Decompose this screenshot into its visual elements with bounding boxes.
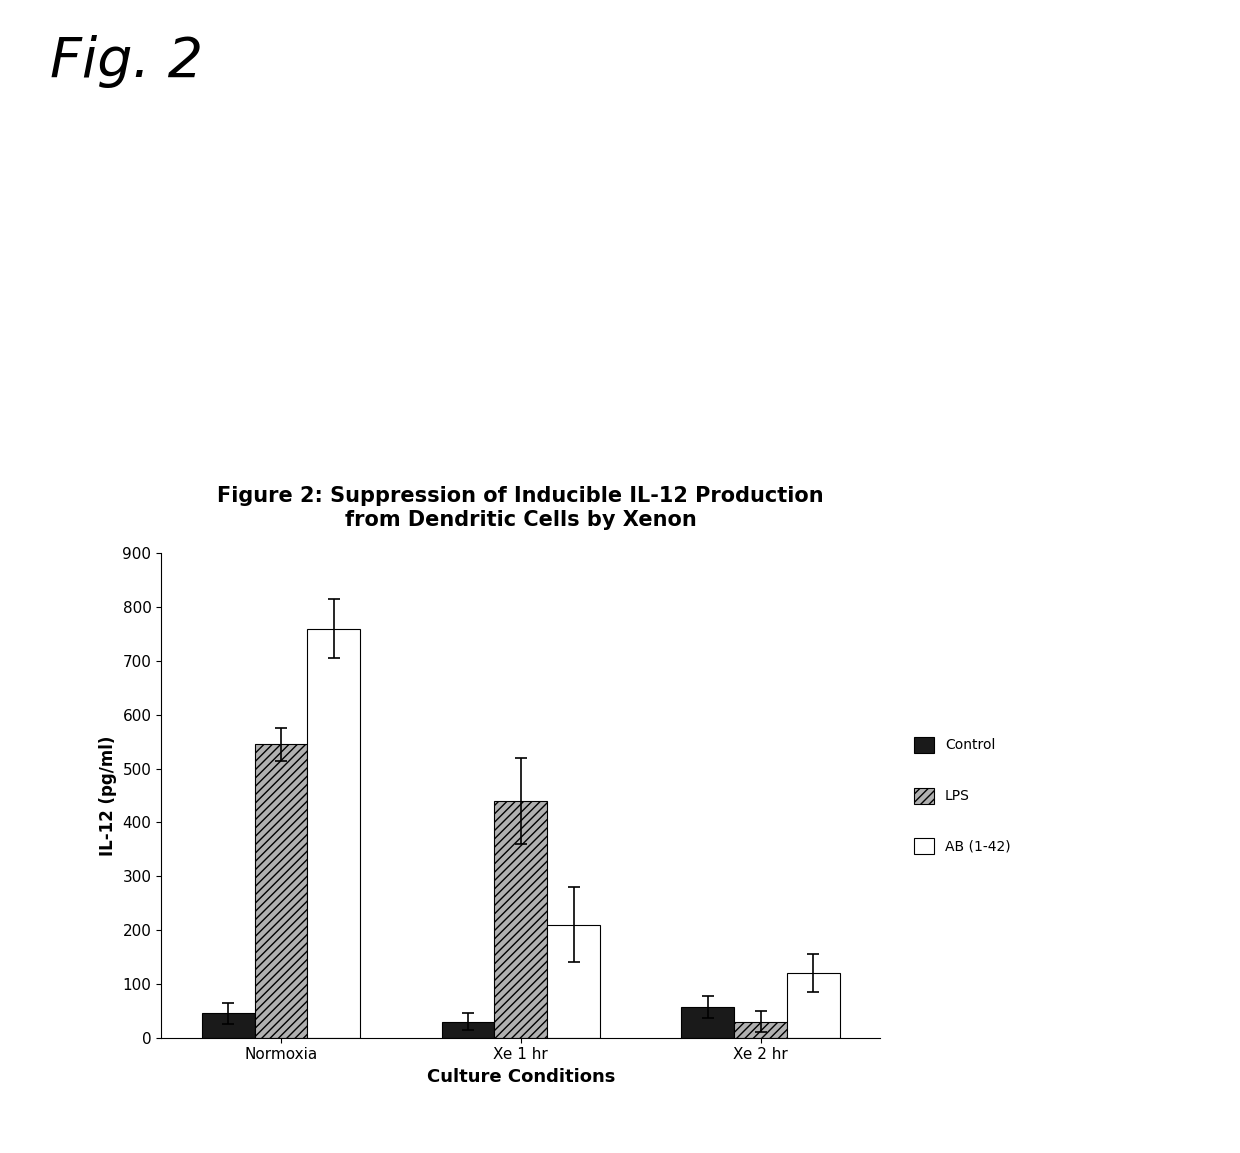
Bar bbox=[787, 973, 839, 1038]
X-axis label: Culture Conditions: Culture Conditions bbox=[427, 1068, 615, 1086]
Bar bbox=[547, 925, 600, 1038]
Text: Fig. 2: Fig. 2 bbox=[50, 35, 202, 88]
Bar bbox=[682, 1007, 734, 1038]
Y-axis label: IL-12 (pg/ml): IL-12 (pg/ml) bbox=[99, 736, 117, 856]
Bar bbox=[495, 801, 547, 1038]
Legend: Control, LPS, AB (1-42): Control, LPS, AB (1-42) bbox=[909, 731, 1017, 860]
Bar bbox=[308, 628, 360, 1038]
Title: Figure 2: Suppression of Inducible IL-12 Production
from Dendritic Cells by Xeno: Figure 2: Suppression of Inducible IL-12… bbox=[217, 487, 825, 529]
Bar bbox=[254, 745, 308, 1038]
Bar bbox=[202, 1013, 254, 1038]
Bar bbox=[441, 1022, 495, 1038]
Bar bbox=[734, 1022, 787, 1038]
